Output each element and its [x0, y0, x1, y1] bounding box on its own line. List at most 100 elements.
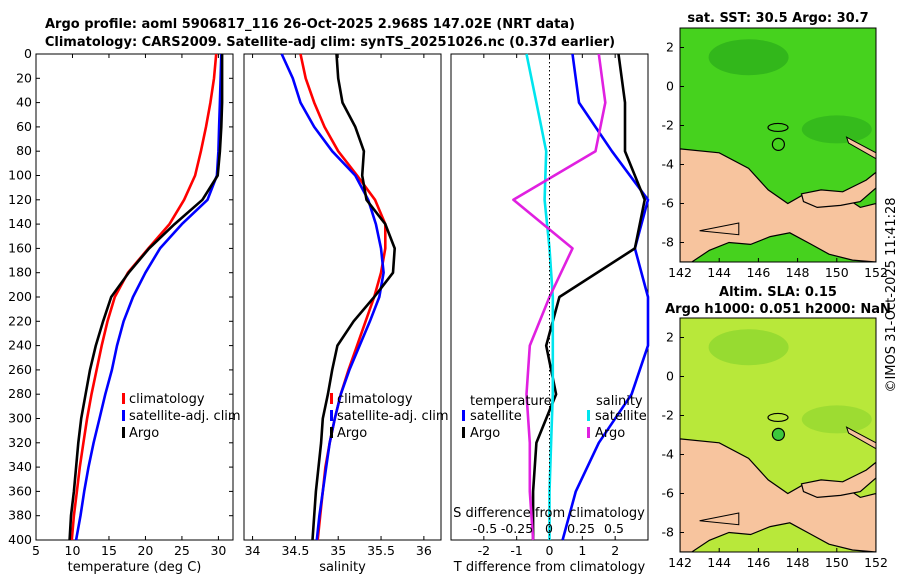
x-tick-label: 142 [668, 265, 692, 280]
x-tick-label: 10 [65, 543, 81, 558]
series-line-temperature-satellite [561, 53, 650, 541]
series-line-salinity-argo [512, 53, 607, 541]
y-tick-label: -8 [662, 235, 675, 250]
y-tick-label: 0 [666, 369, 674, 384]
sla-title: Altim. SLA: 0.15 [719, 285, 837, 300]
argo-location-marker [771, 427, 785, 441]
y-tick-label: 120 [8, 192, 32, 207]
y-tick-label: 180 [8, 265, 32, 280]
y-tick-label: -8 [662, 525, 675, 540]
y-tick-label: 0 [666, 79, 674, 94]
x-tick-label: -1 [510, 543, 522, 558]
x-tick-label: 142 [668, 555, 692, 570]
y-tick-label: 320 [8, 435, 32, 450]
sea-patch [708, 329, 789, 366]
top-tick-label: -0.25 [501, 521, 533, 536]
series-line-climatology [70, 53, 218, 541]
x-axis-label: T difference from climatology [453, 560, 646, 575]
x-tick-label: 5 [32, 543, 40, 558]
map-layers [680, 28, 876, 262]
x-tick-label: 0 [546, 543, 554, 558]
series-line-temperature-argo [531, 53, 647, 540]
x-tick-label: 30 [210, 543, 226, 558]
legend-marker [462, 410, 465, 421]
land-manus [767, 412, 789, 423]
temperature-panel: 0 20 40 60 80 100 120 140 160 180 200 220 240 260 280 3… [8, 46, 240, 575]
x-tick-label: 146 [746, 555, 770, 570]
x-tick-label: 150 [825, 555, 849, 570]
x-tick-label: 146 [746, 265, 770, 280]
y-tick-label: -2 [662, 118, 674, 133]
x-tick-label: 144 [707, 555, 731, 570]
x-tick-label: 35 [330, 543, 346, 558]
x-tick-label: 152 [864, 265, 888, 280]
legend-label: Argo [595, 426, 625, 441]
y-tick-label: 60 [16, 119, 32, 134]
y-tick-label: 0 [24, 46, 32, 61]
salinity-panel: 34 34.5 35 35.5 36 salinity climatology satelli… [243, 53, 449, 575]
legend-marker [122, 393, 125, 404]
land-new-ireland [845, 426, 876, 450]
y-tick-label: 380 [8, 508, 32, 523]
sea-patch [801, 115, 872, 144]
land-new-britain [800, 461, 876, 499]
legend-marker [587, 410, 590, 421]
legend-label: Argo [470, 426, 500, 441]
y-tick-label: -2 [662, 408, 674, 423]
y-tick-label: 160 [8, 240, 32, 255]
timestamp: ©IMOS 31-Oct-2025 11:41:28 [884, 197, 899, 392]
y-tick-label: -4 [662, 157, 675, 172]
y-tick-label: 240 [8, 338, 32, 353]
x-tick-label: 35.5 [367, 543, 395, 558]
y-tick-label: 280 [8, 386, 32, 401]
legend-marker [330, 427, 333, 438]
difference-panel: -2 -1 0 1 2 T difference from climatology S di… [450, 53, 650, 575]
x-tick-label: 34 [245, 543, 261, 558]
argo-location-marker [771, 137, 785, 151]
legend-label: satellite-adj. clim [129, 409, 241, 424]
y-tick-label: 80 [16, 143, 32, 158]
series-line-argo [68, 54, 224, 541]
legend-label: satellite [595, 409, 647, 424]
top-tick-label: 0.25 [567, 521, 595, 536]
x-tick-label: 25 [174, 543, 190, 558]
x-tick-label: 15 [101, 543, 117, 558]
top-tick-label: 0.5 [604, 521, 624, 536]
x-axis-label: salinity [319, 560, 366, 575]
series-line-satellite-adj-clim [280, 53, 385, 541]
series-line-satellite-adj-clim [74, 53, 223, 541]
legend-marker [122, 410, 125, 421]
y-tick-label: 200 [8, 289, 32, 304]
y-tick-label: -6 [662, 486, 675, 501]
x-tick-label: 20 [137, 543, 153, 558]
map-frame [679, 27, 877, 263]
x-tick-label: 144 [707, 265, 731, 280]
sla-subtitle: Argo h1000: 0.051 h2000: NaN [665, 302, 891, 317]
legend-marker [330, 410, 333, 421]
sea-patch [708, 39, 789, 76]
title-line-2: Climatology: CARS2009. Satellite-adj cli… [45, 35, 615, 50]
x-tick-label: 2 [611, 543, 619, 558]
series-line-argo [311, 53, 397, 541]
y-tick-label: 220 [8, 313, 32, 328]
y-tick-label: 100 [8, 168, 32, 183]
legend-marker [330, 393, 333, 404]
legend-marker [587, 427, 590, 438]
y-tick-label: -4 [662, 447, 675, 462]
y-tick-label: 2 [666, 330, 674, 345]
map-frame [679, 317, 877, 553]
y-tick-label: 140 [8, 216, 32, 231]
y-tick-label: 2 [666, 40, 674, 55]
title-line-1: Argo profile: aoml 5906817_116 26-Oct-20… [45, 17, 575, 32]
top-tick-label: -0.5 [473, 521, 497, 536]
sst-map-panel: 142 144 146 148 150 152 2 0 -2 -4 -6 -8 [662, 27, 888, 280]
y-tick-label: 400 [8, 532, 32, 547]
legend-label: climatology [129, 392, 205, 407]
plot-frame [243, 53, 442, 541]
legend-label: Argo [129, 426, 159, 441]
legend-label: climatology [337, 392, 413, 407]
legend-title-salinity: salinity [596, 394, 643, 409]
series-line-salinity-satellite [525, 53, 555, 540]
x-tick-label: 150 [825, 265, 849, 280]
